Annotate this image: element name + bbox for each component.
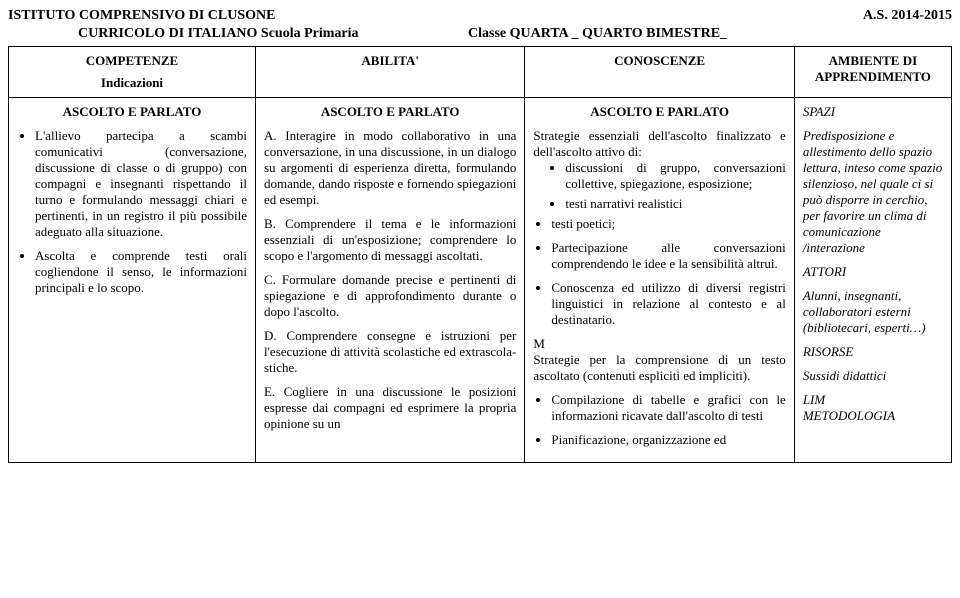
competenze-item: Ascolta e comprende testi orali cogliend…: [35, 248, 247, 296]
conoscenze-m: M: [533, 336, 785, 352]
indicazioni-label: Indicazioni: [17, 75, 247, 91]
risorse-heading: RISORSE: [803, 344, 943, 360]
conoscenze-item: Partecipazione alle conversazioni compre…: [551, 240, 785, 272]
metodologia-heading: METODOLOGIA: [803, 408, 943, 424]
lim-text: LIM: [803, 392, 943, 408]
col-header-competenze: COMPETENZE Indicazioni: [9, 47, 256, 98]
competenze-section-title: ASCOLTO E PARLATO: [17, 104, 247, 120]
conoscenze-indent-item: discussioni di gruppo, conversazioni col…: [565, 160, 785, 192]
table-row: ASCOLTO E PARLATO L'allievo partecipa a …: [9, 98, 952, 463]
institute-name: ISTITUTO COMPRENSIVO DI CLUSONE: [8, 8, 275, 24]
conoscenze-item: testi poetici;: [551, 216, 785, 232]
abilita-e: E. Cogliere in una discussione le posizi…: [264, 384, 516, 432]
curriculum-title: CURRICOLO DI ITALIANO Scuola Primaria: [8, 26, 468, 42]
cell-conoscenze: ASCOLTO E PARLATO Strategie essenziali d…: [525, 98, 794, 463]
conoscenze-m-lead: Strategie per la comprensione di un test…: [533, 352, 785, 384]
abilita-section-title: ASCOLTO E PARLATO: [264, 104, 516, 120]
class-info: Classe QUARTA _ QUARTO BIMESTRE_: [468, 26, 952, 42]
spazi-text: Predisposizione e allestimento dello spa…: [803, 128, 943, 256]
abilita-d: D. Comprendere consegne e istruzioni per…: [264, 328, 516, 376]
competenze-item: L'allievo partecipa a scambi comunicativ…: [35, 128, 247, 240]
attori-text: Alunni, insegnanti, collaboratori estern…: [803, 288, 943, 336]
cell-competenze: ASCOLTO E PARLATO L'allievo partecipa a …: [9, 98, 256, 463]
competenze-label: COMPETENZE: [17, 53, 247, 69]
spazi-heading: SPAZI: [803, 104, 943, 120]
conoscenze-item: Conoscenza ed utilizzo di diversi regist…: [551, 280, 785, 328]
attori-heading: ATTORI: [803, 264, 943, 280]
school-year: A.S. 2014-2015: [863, 8, 952, 24]
col-header-ambiente: AMBIENTE DI APPRENDIMENTO: [794, 47, 951, 98]
risorse-text: Sussidi didattici: [803, 368, 943, 384]
conoscenze-m-item: Compilazione di tabelle e grafici con le…: [551, 392, 785, 424]
curriculum-table: COMPETENZE Indicazioni ABILITA' CONOSCEN…: [8, 46, 952, 463]
abilita-a: A. Interagire in modo collaborativo in u…: [264, 128, 516, 208]
cell-ambiente: SPAZI Predisposizione e allestimento del…: [794, 98, 951, 463]
col-header-conoscenze: CONOSCENZE: [525, 47, 794, 98]
conoscenze-section-title: ASCOLTO E PARLATO: [533, 104, 785, 120]
abilita-b: B. Comprendere il tema e le informazioni…: [264, 216, 516, 264]
col-header-abilita: ABILITA': [255, 47, 524, 98]
abilita-c: C. Formulare domande precise e pertinent…: [264, 272, 516, 320]
conoscenze-lead: Strategie essenziali dell'ascolto finali…: [533, 128, 785, 160]
cell-abilita: ASCOLTO E PARLATO A. Interagire in modo …: [255, 98, 524, 463]
conoscenze-indent-item: testi narrativi realistici: [565, 196, 785, 212]
conoscenze-m-item: Pianificazione, organizzazione ed: [551, 432, 785, 448]
